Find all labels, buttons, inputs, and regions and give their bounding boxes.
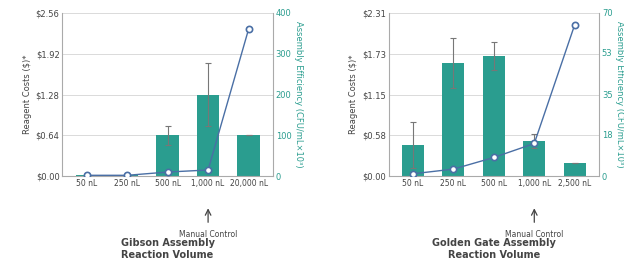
Bar [197, 95, 219, 176]
Y-axis label: Reagent Costs ($)*: Reagent Costs ($)* [349, 55, 358, 134]
Text: Gibson Assembly
Reaction Volume: Gibson Assembly Reaction Volume [120, 238, 215, 259]
Y-axis label: Assembly Efficiency (CFU/mL×10³): Assembly Efficiency (CFU/mL×10³) [615, 21, 623, 168]
Y-axis label: Reagent Costs ($)*: Reagent Costs ($)* [22, 55, 32, 134]
Text: Manual Control: Manual Control [179, 230, 237, 239]
Bar [157, 135, 178, 176]
Text: Manual Control: Manual Control [505, 230, 563, 239]
Bar [442, 63, 464, 176]
Bar [402, 145, 424, 176]
Bar [238, 135, 260, 176]
Y-axis label: Assembly Efficiency (CFU/mL×10³): Assembly Efficiency (CFU/mL×10³) [294, 21, 303, 168]
Text: Golden Gate Assembly
Reaction Volume: Golden Gate Assembly Reaction Volume [432, 238, 556, 259]
Bar [563, 163, 586, 176]
Bar [483, 56, 505, 176]
Bar [523, 141, 545, 176]
